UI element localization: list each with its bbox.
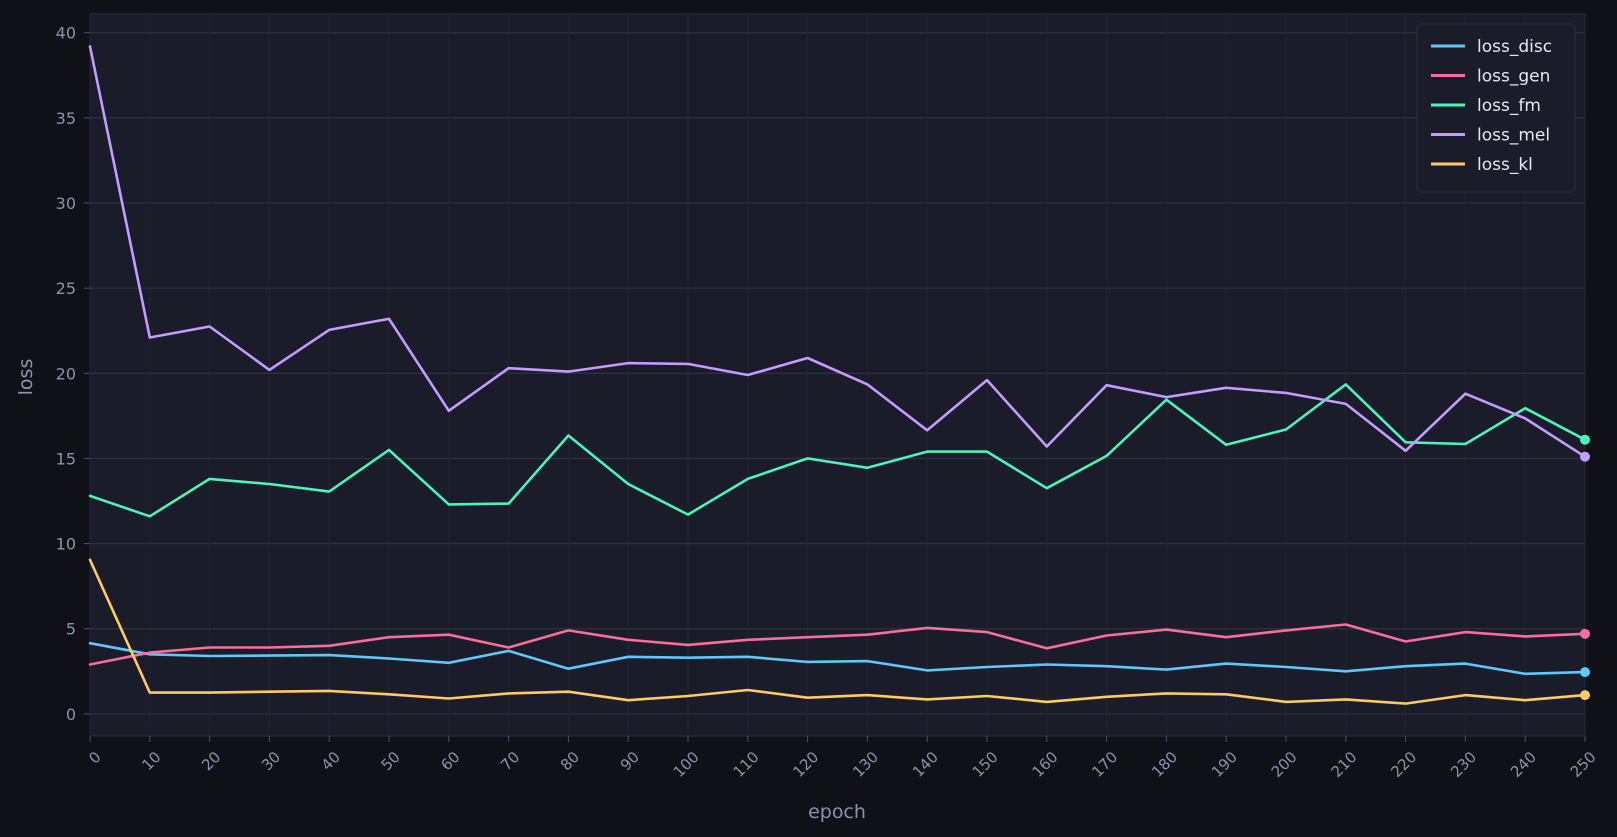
legend-entry-loss_kl: loss_kl [1431, 155, 1533, 175]
series-end-marker-loss_gen [1580, 628, 1590, 639]
x-axis-label: epoch [808, 801, 866, 823]
legend-entry-loss_fm: loss_fm [1431, 96, 1541, 116]
y-tick-label: 10 [56, 535, 76, 554]
legend-box [1416, 23, 1576, 193]
legend-label: loss_kl [1477, 155, 1533, 175]
y-tick-label: 40 [56, 24, 76, 43]
series-line-loss_kl [88, 558, 1587, 705]
series-line-loss_disc [88, 641, 1587, 676]
legend-label: loss_fm [1477, 96, 1541, 116]
y-tick-label: 5 [66, 620, 76, 639]
legend-entry-loss_disc: loss_disc [1431, 37, 1552, 57]
legend-entry-loss_mel: loss_mel [1431, 126, 1550, 146]
series-end-marker-loss_fm [1580, 434, 1590, 445]
series-loss_disc [88, 641, 1590, 678]
grid [89, 14, 1586, 736]
series-line-loss_mel [88, 45, 1587, 459]
series-loss_gen [88, 623, 1590, 666]
y-tick-label: 20 [56, 364, 76, 383]
legend-label: loss_mel [1477, 126, 1550, 146]
series-loss_kl [88, 558, 1590, 705]
legend-label: loss_disc [1477, 37, 1552, 57]
y-tick-label: 25 [56, 279, 76, 298]
series-end-marker-loss_kl [1580, 690, 1590, 701]
legend-label: loss_gen [1477, 67, 1550, 87]
series-end-marker-loss_mel [1580, 451, 1590, 462]
legend: loss_disc loss_gen loss_fm loss_mel loss_kl [1416, 23, 1576, 193]
series-lines [88, 45, 1590, 705]
y-tick-label: 15 [56, 449, 76, 468]
legend-entry-loss_gen: loss_gen [1431, 67, 1550, 87]
series-line-loss_gen [88, 623, 1587, 666]
plot-area [89, 13, 1586, 737]
series-loss_fm [88, 383, 1590, 518]
y-tick-label: 35 [56, 109, 76, 128]
y-tick-label: 30 [56, 194, 76, 213]
series-end-marker-loss_disc [1580, 667, 1590, 678]
y-axis-ticks: 0 5 10 15 20 25 30 35 40 [56, 24, 90, 724]
y-tick-label: 0 [66, 705, 76, 724]
y-axis-label: loss [15, 359, 37, 396]
series-line-loss_fm [88, 383, 1587, 518]
series-loss_mel [88, 45, 1590, 462]
